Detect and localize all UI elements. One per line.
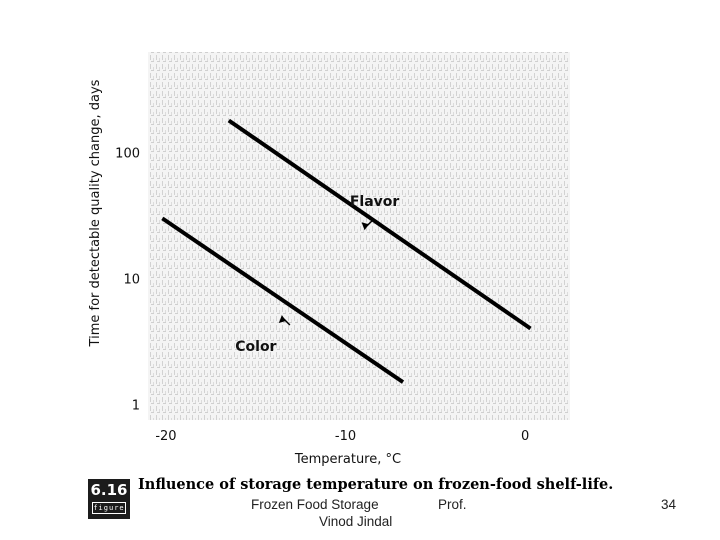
y-tick-label: 10 (123, 272, 140, 287)
plot-background (148, 52, 570, 420)
footer-author-name: Vinod Jindal (319, 514, 393, 529)
x-axis-label: Temperature, °C (294, 452, 401, 467)
y-axis-label: Time for detectable quality change, days (88, 79, 103, 347)
figure-number: 6.16 (90, 481, 128, 499)
page-number: 34 (661, 497, 677, 512)
flavor-series-line (227, 118, 532, 331)
x-tick-label: -20 (155, 429, 176, 444)
flavor-series-label: Flavor (350, 194, 400, 210)
x-tick-label: -10 (335, 429, 356, 444)
figure-word: figure (92, 502, 126, 514)
y-tick-label: 100 (115, 147, 140, 162)
figure-caption: Influence of storage temperature on froz… (138, 476, 614, 493)
color-series-label: Color (235, 339, 276, 355)
color-series-line (161, 216, 405, 384)
footer-title: Frozen Food Storage (251, 497, 379, 512)
x-tick-label: 0 (521, 429, 529, 444)
footer-author-prefix: Prof. (438, 497, 467, 512)
y-tick-label: 1 (132, 398, 140, 413)
flavor-pointer-arrowhead (361, 222, 369, 231)
color-pointer-arrowhead (278, 314, 286, 323)
figure-badge: 6.16 figure (88, 479, 130, 519)
